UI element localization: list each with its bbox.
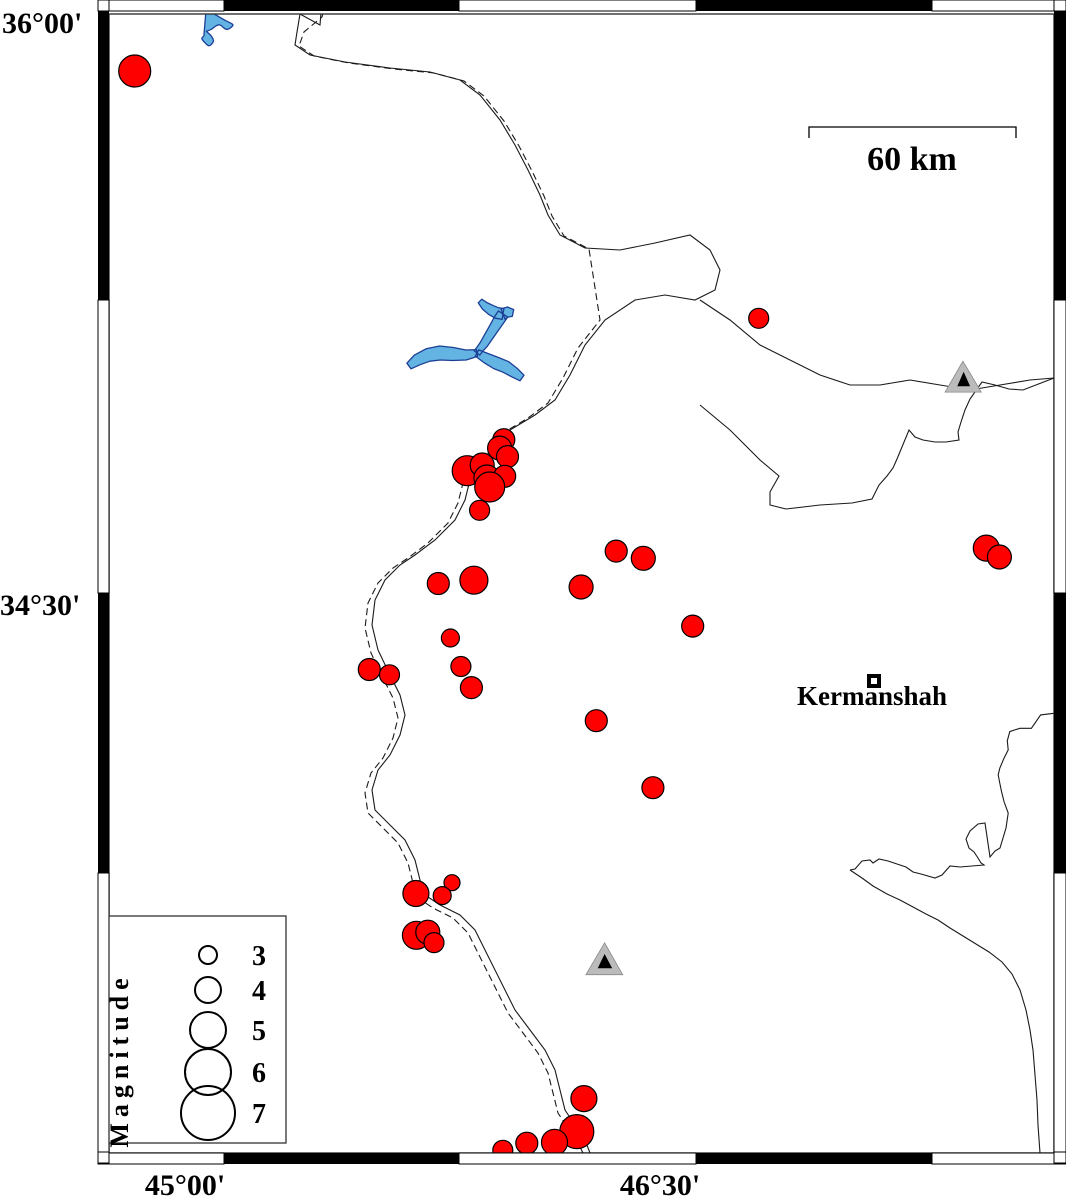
- svg-text:Kermanshah: Kermanshah: [797, 681, 947, 711]
- svg-text:7: 7: [252, 1099, 266, 1130]
- svg-text:36°00': 36°00': [2, 7, 82, 40]
- svg-text:6: 6: [252, 1058, 266, 1089]
- svg-text:5: 5: [252, 1016, 266, 1047]
- svg-text:4: 4: [252, 976, 266, 1007]
- svg-text:Magnitude: Magnitude: [105, 972, 134, 1147]
- svg-text:46°30': 46°30': [620, 1169, 700, 1202]
- svg-text:60 km: 60 km: [867, 141, 957, 178]
- svg-text:34°30': 34°30': [0, 589, 80, 622]
- svg-text:3: 3: [252, 941, 266, 972]
- svg-text:45°00': 45°00': [145, 1169, 225, 1202]
